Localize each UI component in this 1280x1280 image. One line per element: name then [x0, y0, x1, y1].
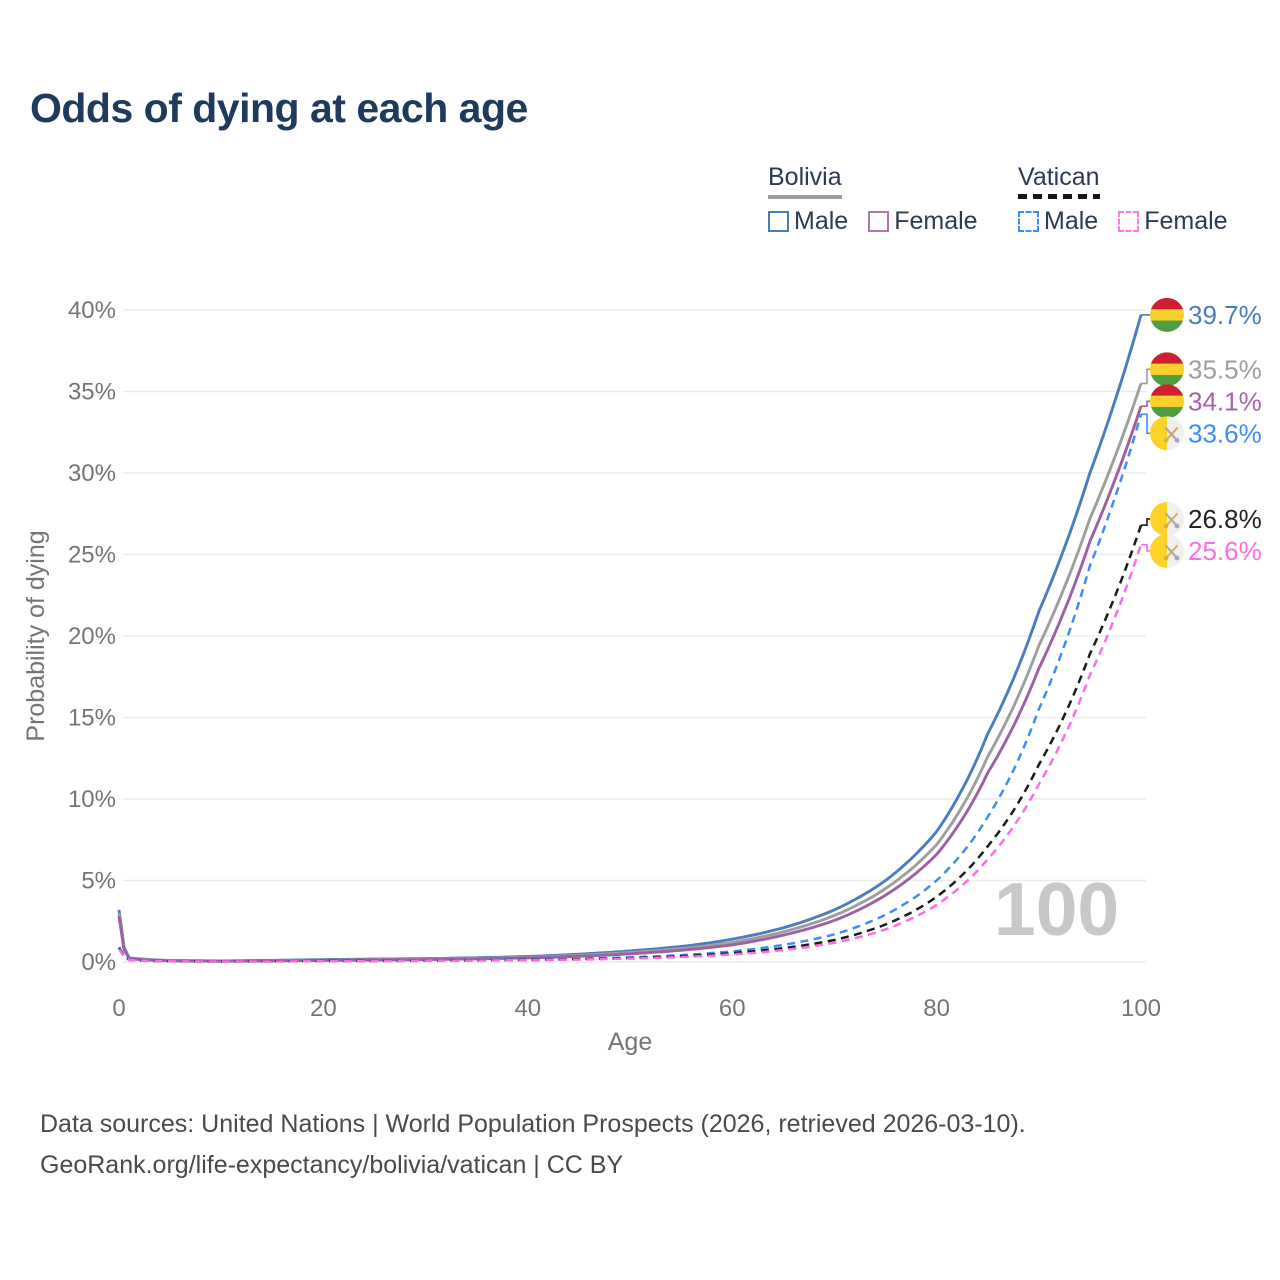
- end-value-label: 26.8%: [1188, 504, 1262, 534]
- legend-group-bolivia: Bolivia Male Female: [768, 163, 998, 236]
- label-connector: [1141, 518, 1152, 526]
- legend-items-vatican: Male Female: [1018, 207, 1248, 236]
- y-tick-label: 40%: [68, 297, 116, 324]
- legend-country-bolivia[interactable]: Bolivia: [768, 163, 842, 199]
- flag-icon-vatican: [1150, 416, 1184, 451]
- flag-icon-vatican: [1150, 533, 1184, 568]
- legend-items-bolivia: Male Female: [768, 207, 998, 236]
- page-title: Odds of dying at each age: [30, 85, 528, 131]
- y-tick-label: 25%: [68, 542, 116, 569]
- y-axis-title: Probability of dying: [22, 530, 50, 741]
- label-connector: [1141, 543, 1152, 552]
- x-tick-label: 100: [1121, 995, 1161, 1022]
- label-connector: [1141, 368, 1152, 385]
- legend-item-bolivia-female[interactable]: Female: [868, 207, 978, 236]
- x-axis-title: Age: [608, 1028, 652, 1056]
- x-tick-label: 60: [719, 995, 746, 1022]
- series-line-bolivia-male[interactable]: [117, 314, 1143, 963]
- y-tick-label: 15%: [68, 705, 116, 732]
- end-value-label: 34.1%: [1188, 386, 1262, 416]
- series-line-vatican-female[interactable]: [117, 544, 1143, 963]
- bolivia-male-swatch-icon: [768, 211, 789, 232]
- flag-icon-bolivia: [1150, 384, 1184, 419]
- x-tick-label: 0: [112, 995, 125, 1022]
- x-tick-label: 80: [923, 995, 950, 1022]
- legend-country-vatican[interactable]: Vatican: [1018, 163, 1100, 199]
- source-footer: Data sources: United Nations | World Pop…: [40, 1104, 1026, 1186]
- vatican-female-swatch-icon: [1118, 211, 1140, 232]
- legend-item-bolivia-male[interactable]: Male: [768, 207, 848, 236]
- flag-icon-bolivia: [1150, 352, 1184, 387]
- y-tick-label: 10%: [68, 786, 116, 813]
- label-connector: [1141, 400, 1152, 407]
- y-tick-label: 20%: [68, 623, 116, 650]
- series-line-bolivia-female[interactable]: [117, 405, 1143, 963]
- legend-label-bolivia-female: Female: [894, 207, 978, 235]
- y-tick-label: 5%: [81, 868, 116, 895]
- label-connector: [1141, 413, 1152, 435]
- footer-attribution: GeoRank.org/life-expectancy/bolivia/vati…: [40, 1151, 624, 1179]
- footer-data-sources: Data sources: United Nations | World Pop…: [40, 1110, 1026, 1138]
- legend-label-vatican-male: Male: [1044, 207, 1099, 235]
- series-line-vatican-both-sexes[interactable]: [117, 524, 1143, 963]
- flag-icon-vatican: [1150, 501, 1184, 536]
- end-value-label: 39.7%: [1188, 300, 1262, 330]
- x-tick-label: 20: [310, 995, 337, 1022]
- legend-item-vatican-male[interactable]: Male: [1018, 207, 1098, 236]
- legend-label-bolivia-male: Male: [794, 207, 849, 235]
- vatican-male-swatch-icon: [1018, 211, 1039, 232]
- bolivia-female-swatch-icon: [868, 211, 890, 232]
- end-value-label: 35.5%: [1188, 354, 1262, 384]
- flag-icon-bolivia: [1150, 297, 1184, 332]
- y-tick-label: 35%: [68, 379, 116, 406]
- x-tick-label: 40: [514, 995, 541, 1022]
- legend-item-vatican-female[interactable]: Female: [1118, 207, 1228, 236]
- y-tick-label: 0%: [81, 949, 116, 976]
- end-value-label: 25.6%: [1188, 536, 1262, 566]
- legend-label-vatican-female: Female: [1144, 207, 1228, 235]
- end-value-label: 33.6%: [1188, 418, 1262, 448]
- legend-group-vatican: Vatican Male Female: [1018, 163, 1248, 236]
- y-tick-label: 30%: [68, 460, 116, 487]
- series-line-vatican-male[interactable]: [117, 413, 1143, 963]
- age-counter-watermark: 100: [994, 867, 1120, 951]
- series-line-bolivia-both-sexes[interactable]: [117, 382, 1143, 963]
